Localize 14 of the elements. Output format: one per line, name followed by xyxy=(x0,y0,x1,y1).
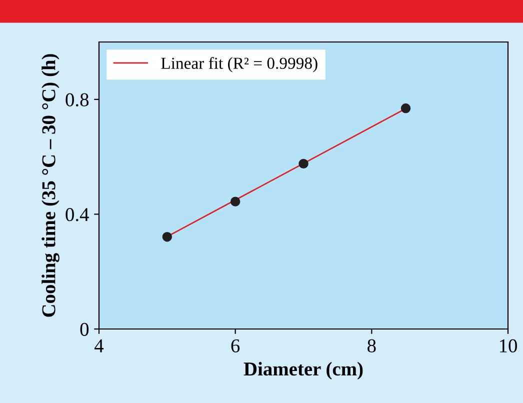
x-tick-label: 10 xyxy=(500,339,517,352)
point xyxy=(298,158,308,169)
point xyxy=(400,103,411,114)
point xyxy=(162,232,172,242)
point xyxy=(230,196,240,206)
x-tick-label: 8 xyxy=(368,339,376,352)
x-axis-title: Diameter (cm) xyxy=(244,362,363,380)
y-axis-title: Cooling time (35 °C – 30 °C) (h) xyxy=(42,54,60,317)
y-tick-label: 0.4 xyxy=(66,208,89,222)
x-tick-label: 4 xyxy=(94,339,104,352)
y-tick-label: 0 xyxy=(80,322,89,336)
y-tick-label: 0.8 xyxy=(66,93,89,106)
legend-label: Linear fit (R² = 0.9998) xyxy=(161,57,318,72)
x-tick-label: 6 xyxy=(231,339,240,352)
